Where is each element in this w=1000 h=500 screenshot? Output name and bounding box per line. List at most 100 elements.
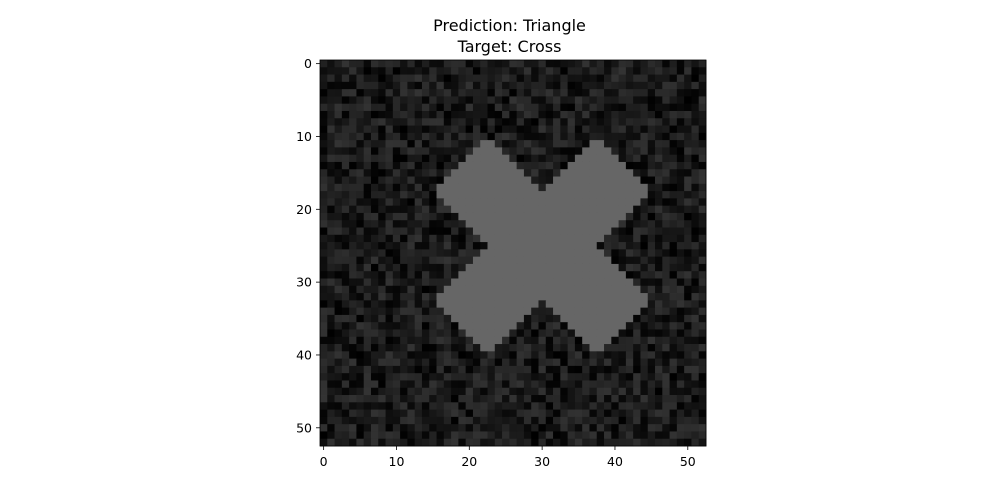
pixel — [684, 358, 692, 367]
pixel — [494, 169, 503, 177]
pixel — [472, 110, 481, 119]
pixel — [502, 438, 510, 447]
pixel — [596, 118, 605, 126]
pixel — [472, 322, 481, 330]
pixel — [589, 322, 598, 330]
pixel — [531, 227, 539, 236]
pixel — [531, 205, 539, 214]
pixel — [560, 344, 569, 352]
pixel — [567, 380, 576, 389]
pixel — [327, 344, 335, 352]
pixel — [582, 67, 590, 75]
pixel — [502, 103, 510, 112]
pixel — [698, 125, 707, 134]
pixel — [407, 74, 416, 83]
pixel — [647, 147, 656, 156]
pixel — [574, 227, 583, 236]
pixel — [676, 424, 685, 432]
pixel — [341, 293, 350, 301]
pixel — [465, 365, 474, 374]
pixel — [574, 380, 583, 389]
pixel — [618, 110, 627, 119]
pixel — [553, 409, 561, 418]
pixel — [407, 285, 416, 294]
pixel — [385, 278, 394, 287]
pixel — [349, 205, 357, 214]
pixel — [472, 387, 481, 396]
pixel — [378, 314, 386, 323]
pixel — [465, 220, 474, 228]
pixel — [378, 89, 386, 97]
pixel — [436, 314, 445, 323]
pixel — [327, 351, 335, 360]
pixel — [582, 322, 590, 330]
pixel — [589, 242, 598, 250]
pixel — [385, 256, 394, 265]
pixel — [421, 344, 430, 352]
pixel — [545, 227, 554, 236]
pixel — [407, 103, 416, 112]
pixel — [429, 351, 437, 360]
pixel — [611, 183, 620, 192]
pixel — [640, 89, 649, 97]
pixel — [589, 183, 598, 192]
pixel — [421, 125, 430, 134]
pixel — [604, 387, 612, 396]
pixel — [341, 161, 350, 170]
pixel — [341, 431, 350, 440]
pixel — [349, 365, 357, 374]
pixel — [553, 220, 561, 228]
pixel — [676, 380, 685, 389]
pixel — [567, 169, 576, 177]
pixel — [356, 307, 365, 316]
pixel — [494, 183, 503, 192]
pixel — [480, 300, 488, 309]
pixel — [356, 205, 365, 214]
pixel — [574, 263, 583, 272]
pixel — [363, 293, 372, 301]
pixel — [691, 373, 700, 381]
pixel — [698, 431, 707, 440]
pixel — [451, 263, 459, 272]
pixel — [538, 169, 547, 177]
pixel — [589, 300, 598, 309]
pixel — [392, 307, 401, 316]
pixel — [370, 81, 379, 90]
pixel — [370, 314, 379, 323]
pixel — [494, 103, 503, 112]
pixel — [356, 110, 365, 119]
pixel — [691, 89, 700, 97]
pixel — [320, 395, 328, 403]
pixel — [531, 74, 539, 83]
pixel — [582, 365, 590, 374]
pixel — [349, 322, 357, 330]
pixel — [545, 110, 554, 119]
pixel — [574, 154, 583, 163]
pixel — [698, 351, 707, 360]
pixel — [676, 322, 685, 330]
pixel — [341, 118, 350, 126]
pixel — [421, 205, 430, 214]
pixel — [553, 60, 561, 68]
pixel — [451, 329, 459, 338]
pixel — [334, 395, 343, 403]
pixel — [604, 96, 612, 105]
pixel — [414, 395, 423, 403]
pixel — [356, 96, 365, 105]
pixel — [633, 402, 641, 410]
y-tick-label: 30 — [296, 275, 312, 290]
pixel — [502, 263, 510, 272]
pixel — [611, 198, 620, 207]
pixel — [334, 373, 343, 381]
pixel — [553, 380, 561, 389]
pixel — [604, 395, 612, 403]
pixel — [604, 380, 612, 389]
pixel — [611, 329, 620, 338]
pixel — [604, 300, 612, 309]
pixel — [545, 60, 554, 68]
pixel — [618, 191, 627, 199]
pixel — [494, 205, 503, 214]
pixel — [545, 402, 554, 410]
pixel — [698, 329, 707, 338]
pixel — [560, 431, 569, 440]
